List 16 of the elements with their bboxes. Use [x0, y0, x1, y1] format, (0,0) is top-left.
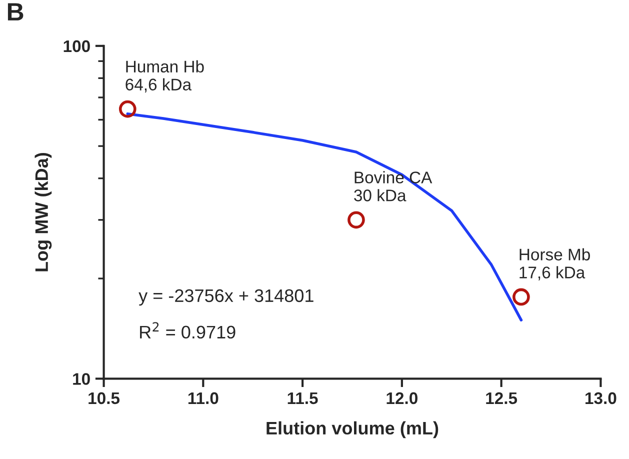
annotation: Horse Mb 17,6 kDa [520, 248, 590, 280]
annotation: y = -23756x + 314801 [138, 289, 314, 306]
x-tick-label: 12.5 [486, 392, 518, 404]
annotation: Bovine CA 30 kDa [354, 171, 432, 202]
text: B [8, 3, 24, 20]
annotation: Human Hb 64,6 kDa [126, 60, 204, 92]
y-axis-title: Log MW (kDa) [34, 153, 52, 272]
y-tick-label: 10 [73, 373, 90, 385]
y-tick-label: 100 [64, 40, 90, 52]
annotation: R$^{2}$ = 0.9719 [140, 322, 236, 339]
x-tick-label: 11.5 [288, 392, 318, 404]
x-tick-label: 13.0 [586, 392, 616, 404]
x-axis-title: Elution volume (mL) [266, 421, 438, 438]
x-tick-label: 12.0 [386, 392, 418, 404]
x-tick-label: 11.0 [188, 392, 218, 404]
x-tick-label: 10.5 [88, 392, 120, 404]
